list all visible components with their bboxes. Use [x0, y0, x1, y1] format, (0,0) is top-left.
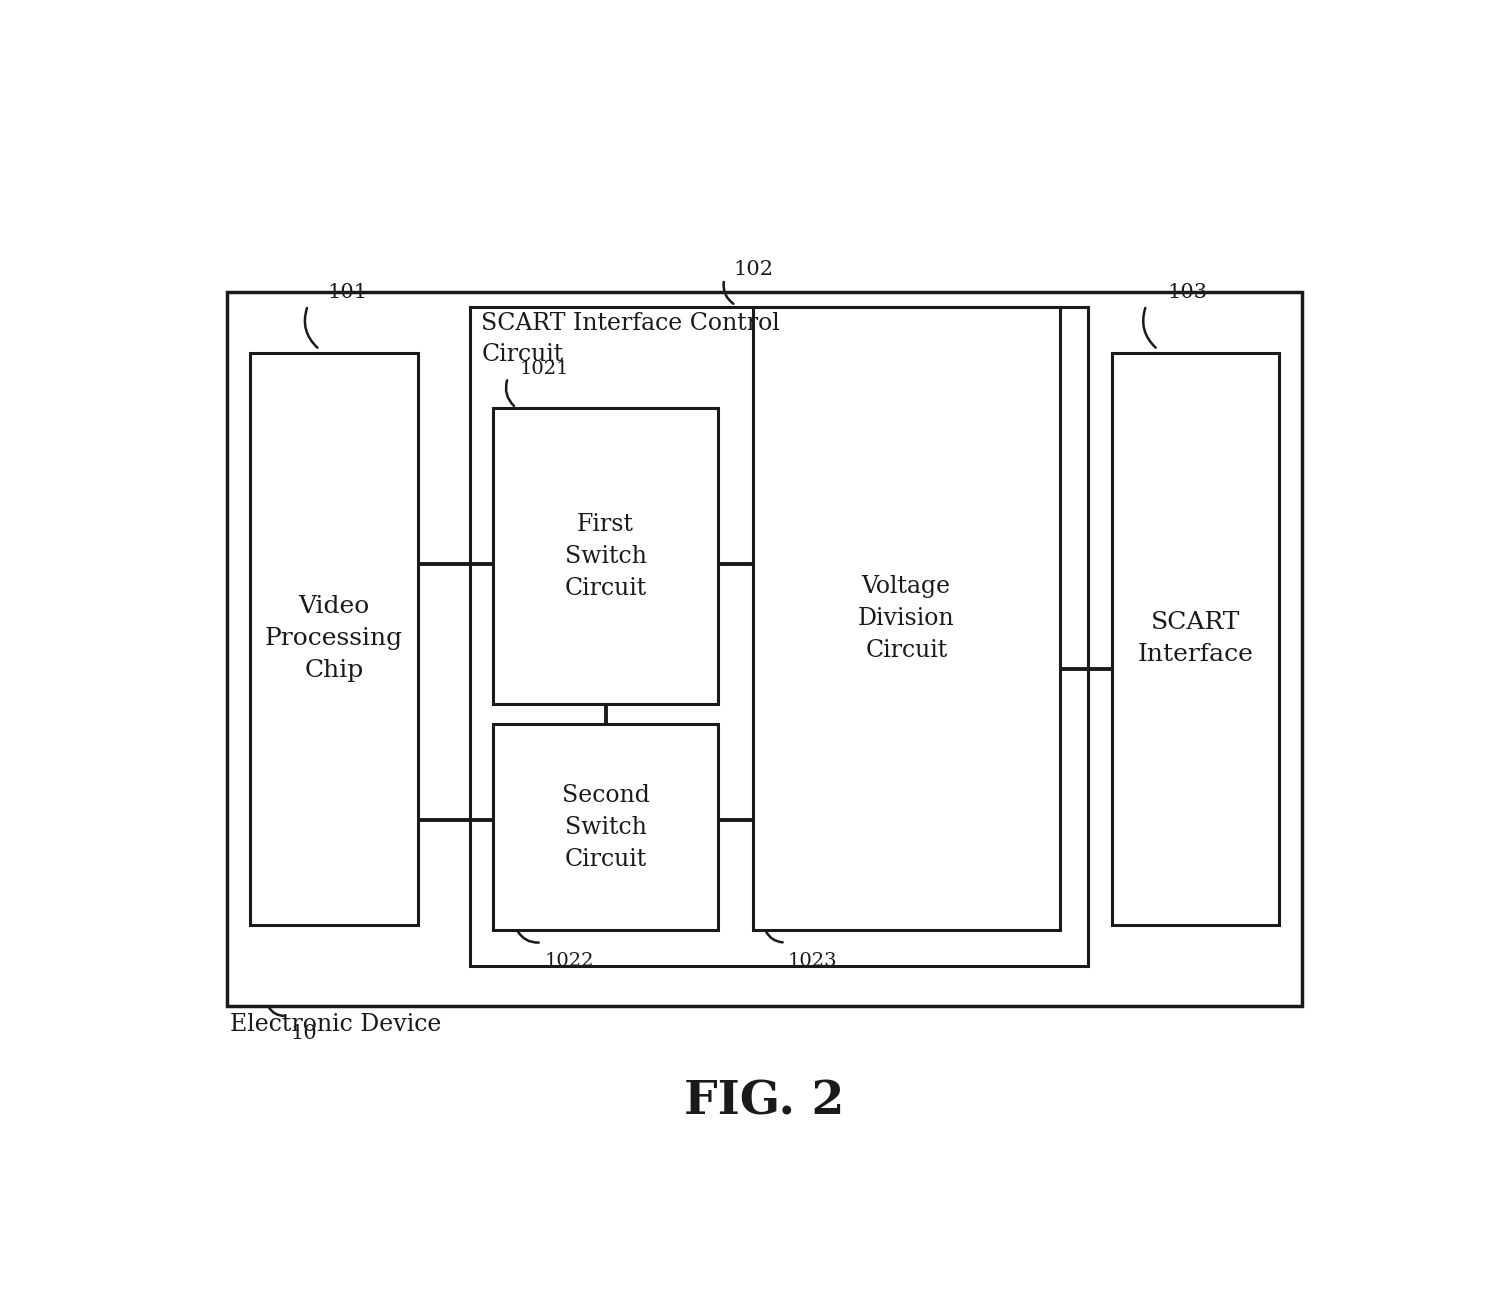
Bar: [492, 407, 719, 705]
Bar: [1112, 352, 1279, 925]
Text: 1022: 1022: [545, 953, 594, 971]
Text: 1021: 1021: [519, 360, 568, 377]
Bar: [470, 307, 1089, 966]
Text: 103: 103: [1167, 283, 1207, 303]
Bar: [492, 724, 719, 930]
Text: 102: 102: [734, 260, 773, 279]
Text: Video
Processing
Chip: Video Processing Chip: [266, 595, 403, 683]
Text: Electronic Device: Electronic Device: [230, 1013, 442, 1036]
Text: SCART Interface Control
Circuit: SCART Interface Control Circuit: [482, 312, 780, 365]
Text: 101: 101: [328, 283, 367, 303]
Text: First
Switch
Circuit: First Switch Circuit: [564, 513, 648, 599]
Bar: [753, 307, 1059, 930]
Text: Second
Switch
Circuit: Second Switch Circuit: [561, 784, 649, 870]
Bar: [227, 292, 1303, 1006]
Bar: [251, 352, 418, 925]
Text: FIG. 2: FIG. 2: [685, 1078, 844, 1124]
Text: SCART
Interface: SCART Interface: [1137, 612, 1253, 667]
Text: Voltage
Division
Circuit: Voltage Division Circuit: [858, 576, 955, 663]
Text: 10: 10: [291, 1024, 318, 1043]
Text: 1023: 1023: [788, 953, 837, 971]
